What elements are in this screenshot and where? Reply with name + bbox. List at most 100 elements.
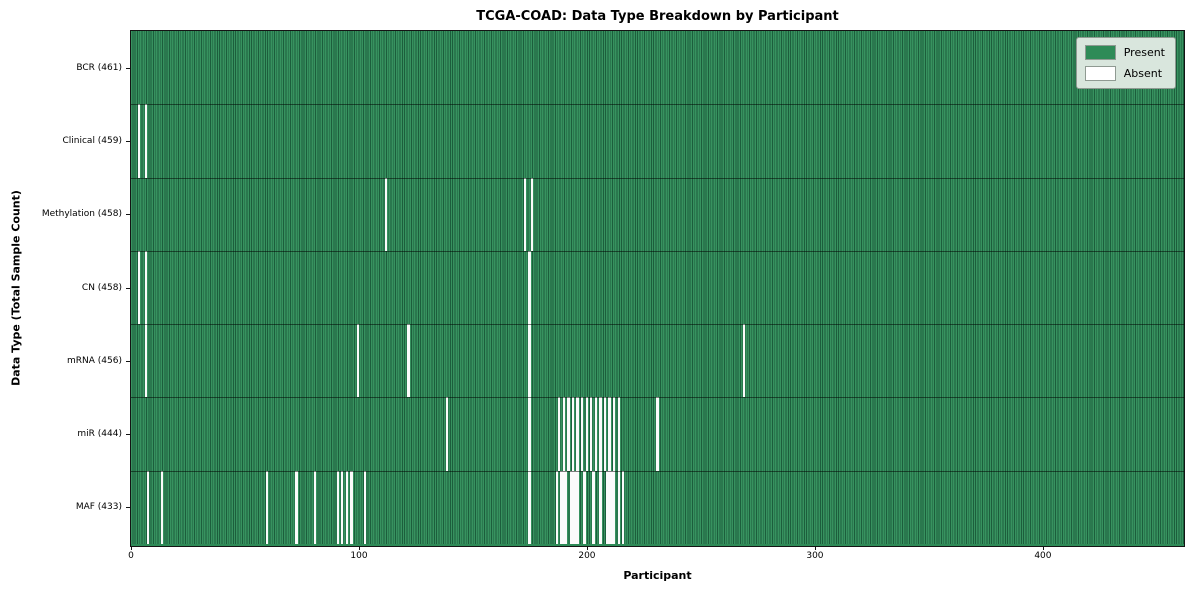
absent-cell bbox=[603, 397, 607, 471]
absent-cell bbox=[530, 177, 533, 251]
y-tick-mark bbox=[126, 361, 130, 362]
x-tick-mark bbox=[815, 546, 816, 550]
absent-cell bbox=[599, 397, 602, 471]
absent-cell bbox=[608, 470, 611, 544]
y-tick-mark bbox=[126, 214, 130, 215]
absent-cell bbox=[295, 470, 298, 544]
absent-swatch-icon bbox=[1084, 66, 1116, 81]
absent-cell bbox=[567, 397, 570, 471]
absent-cell bbox=[144, 104, 147, 178]
legend-label-present: Present bbox=[1123, 46, 1165, 59]
absent-cell bbox=[137, 250, 141, 325]
y-tick-label: Methylation (458) bbox=[41, 209, 122, 220]
absent-cell bbox=[146, 470, 150, 544]
heatmap-row-mir bbox=[131, 397, 1184, 471]
absent-cell bbox=[571, 397, 575, 471]
x-tick-mark bbox=[359, 546, 360, 550]
absent-cell bbox=[617, 470, 620, 544]
absent-cell bbox=[555, 470, 559, 544]
x-tick-label: 100 bbox=[350, 551, 368, 561]
x-tick-mark bbox=[587, 546, 588, 550]
plot-area bbox=[130, 30, 1185, 547]
absent-cell bbox=[606, 470, 609, 544]
absent-cell bbox=[137, 104, 141, 178]
y-tick-label: miR (444) bbox=[77, 429, 122, 440]
y-tick-label: MAF (433) bbox=[75, 502, 122, 513]
absent-cell bbox=[610, 470, 613, 544]
absent-cell bbox=[608, 397, 611, 471]
legend-item-absent: Absent bbox=[1084, 66, 1165, 81]
absent-cell bbox=[612, 470, 616, 544]
heatmap-row-methylation bbox=[131, 177, 1184, 251]
heatmap-row-maf bbox=[131, 470, 1184, 544]
y-tick-mark bbox=[126, 434, 130, 435]
x-tick-mark bbox=[131, 546, 132, 550]
y-tick-label: Clinical (459) bbox=[62, 135, 122, 146]
absent-cell bbox=[576, 397, 579, 471]
absent-cell bbox=[599, 470, 602, 544]
absent-cell bbox=[558, 397, 561, 471]
present-swatch-icon bbox=[1084, 45, 1116, 60]
y-tick-label: BCR (461) bbox=[76, 62, 122, 73]
absent-cell bbox=[612, 397, 616, 471]
y-tick-mark bbox=[126, 507, 130, 508]
absent-cell bbox=[160, 470, 163, 544]
y-tick-mark bbox=[126, 288, 130, 289]
absent-cell bbox=[592, 470, 595, 544]
heatmap-row-mrna bbox=[131, 324, 1184, 398]
absent-cell bbox=[350, 470, 353, 544]
absent-cell bbox=[574, 470, 577, 544]
absent-cell bbox=[580, 397, 584, 471]
absent-cell bbox=[528, 324, 531, 398]
y-tick-label: CN (458) bbox=[81, 282, 122, 293]
absent-cell bbox=[341, 470, 344, 544]
row-separator bbox=[131, 397, 1184, 399]
absent-cell bbox=[345, 470, 348, 544]
row-separator bbox=[131, 104, 1184, 106]
absent-cell bbox=[571, 470, 575, 544]
x-tick-mark bbox=[1043, 546, 1044, 550]
absent-cell bbox=[564, 470, 568, 544]
absent-cell bbox=[363, 470, 367, 544]
absent-cell bbox=[336, 470, 339, 544]
absent-cell bbox=[594, 397, 597, 471]
x-tick-label: 400 bbox=[1034, 551, 1052, 561]
absent-cell bbox=[528, 397, 531, 471]
absent-cell bbox=[446, 397, 449, 471]
y-tick-mark bbox=[126, 141, 130, 142]
x-tick-label: 300 bbox=[806, 551, 824, 561]
y-tick-label: mRNA (456) bbox=[67, 355, 122, 366]
legend-item-present: Present bbox=[1084, 45, 1165, 60]
legend-label-absent: Absent bbox=[1123, 67, 1163, 80]
absent-cell bbox=[528, 250, 531, 325]
absent-cell bbox=[528, 470, 531, 544]
x-tick-label: 200 bbox=[578, 551, 596, 561]
absent-cell bbox=[576, 470, 579, 544]
absent-cell bbox=[523, 177, 527, 251]
chart-title: TCGA-COAD: Data Type Breakdown by Partic… bbox=[476, 9, 839, 24]
heatmap-row-clinical bbox=[131, 104, 1184, 178]
absent-cell bbox=[622, 470, 625, 544]
absent-cell bbox=[590, 397, 593, 471]
absent-cell bbox=[265, 470, 269, 544]
row-separator bbox=[131, 324, 1184, 326]
absent-cell bbox=[144, 250, 147, 325]
absent-cell bbox=[144, 324, 147, 398]
row-separator bbox=[131, 250, 1184, 252]
absent-cell bbox=[407, 324, 410, 398]
absent-cell bbox=[357, 324, 360, 398]
absent-cell bbox=[583, 470, 586, 544]
heatmap-row-bcr bbox=[131, 31, 1184, 105]
absent-cell bbox=[562, 470, 565, 544]
row-separator bbox=[131, 470, 1184, 472]
x-axis-label: Participant bbox=[623, 569, 692, 582]
absent-cell bbox=[585, 397, 588, 471]
absent-cell bbox=[313, 470, 316, 544]
absent-cell bbox=[562, 397, 565, 471]
row-separator bbox=[131, 177, 1184, 179]
absent-cell bbox=[569, 470, 572, 544]
absent-cell bbox=[656, 397, 659, 471]
heatmap-row-cn bbox=[131, 250, 1184, 325]
legend: Present Absent bbox=[1075, 37, 1176, 89]
